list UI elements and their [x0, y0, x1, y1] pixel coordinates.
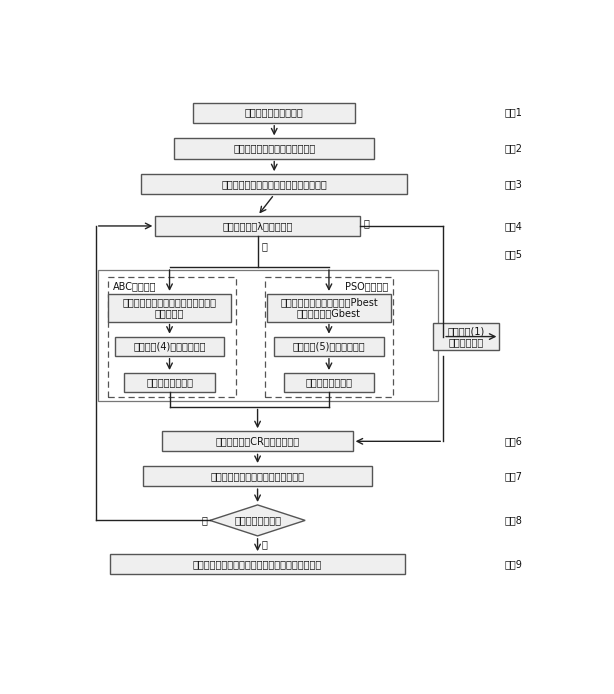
- Text: 针对动力定位中的功率分配问题初始化解: 针对动力定位中的功率分配问题初始化解: [222, 179, 327, 189]
- Text: 根据交叉参量CR进行交叉操作: 根据交叉参量CR进行交叉操作: [216, 437, 300, 446]
- Text: 根据公式(1)
进行突变操作: 根据公式(1) 进行突变操作: [448, 325, 484, 348]
- Text: 根据公式(4)生成待评价解: 根据公式(4)生成待评价解: [133, 341, 206, 351]
- FancyBboxPatch shape: [433, 323, 499, 350]
- Text: 停止循环，输出最优解，根据最优解进行功率分配: 停止循环，输出最优解，根据最优解进行功率分配: [193, 559, 322, 569]
- Text: ABC改进策略: ABC改进策略: [112, 281, 156, 291]
- FancyBboxPatch shape: [141, 174, 408, 194]
- Text: PSO改进策略: PSO改进策略: [345, 281, 389, 291]
- Text: 根据公式(5)生成待评价解: 根据公式(5)生成待评价解: [293, 341, 365, 351]
- Text: 否: 否: [202, 516, 208, 525]
- Text: 引领蜂邻域搜索产生新解，并计算其
适应度值。: 引领蜂邻域搜索产生新解，并计算其 适应度值。: [123, 297, 217, 319]
- Text: 更新每个个体的历史最优值Pbest
和全局最优值Gbest: 更新每个个体的历史最优值Pbest 和全局最优值Gbest: [280, 297, 378, 319]
- FancyBboxPatch shape: [110, 554, 405, 575]
- FancyBboxPatch shape: [124, 373, 215, 392]
- Text: 步骤5: 步骤5: [505, 249, 523, 260]
- FancyBboxPatch shape: [284, 373, 374, 392]
- Text: 步骤2: 步骤2: [505, 144, 523, 153]
- Text: 步骤9: 步骤9: [505, 559, 523, 569]
- FancyBboxPatch shape: [155, 216, 360, 236]
- FancyBboxPatch shape: [267, 294, 391, 321]
- Text: 步骤7: 步骤7: [505, 471, 523, 481]
- Text: 得到突变试验群体: 得到突变试验群体: [146, 378, 193, 387]
- Text: 建立动力定位功率分配数学模型: 建立动力定位功率分配数学模型: [233, 144, 316, 153]
- Text: 是: 是: [262, 241, 267, 251]
- Text: 得到突变试验群体: 得到突变试验群体: [305, 378, 352, 387]
- Text: 否: 否: [363, 219, 370, 228]
- Text: 根据突变常量λ来进行突变: 根据突变常量λ来进行突变: [222, 221, 293, 231]
- Text: 步骤4: 步骤4: [505, 221, 523, 231]
- Text: 确定动力定位推力需求: 确定动力定位推力需求: [245, 108, 303, 118]
- Text: 步骤1: 步骤1: [505, 108, 523, 118]
- FancyBboxPatch shape: [144, 466, 372, 486]
- FancyBboxPatch shape: [115, 337, 224, 356]
- Polygon shape: [210, 505, 305, 536]
- FancyBboxPatch shape: [107, 294, 231, 321]
- FancyBboxPatch shape: [174, 138, 374, 159]
- Text: 步骤3: 步骤3: [505, 179, 523, 189]
- Text: 是否满足结束条件: 是否满足结束条件: [234, 516, 281, 525]
- FancyBboxPatch shape: [193, 103, 355, 123]
- Text: 评价所有解的适应值，并记录最优解: 评价所有解的适应值，并记录最优解: [211, 471, 305, 481]
- Text: 是: 是: [262, 539, 267, 549]
- Text: 步骤8: 步骤8: [505, 516, 523, 525]
- FancyBboxPatch shape: [274, 337, 384, 356]
- Text: 步骤6: 步骤6: [505, 437, 523, 446]
- FancyBboxPatch shape: [163, 431, 353, 452]
